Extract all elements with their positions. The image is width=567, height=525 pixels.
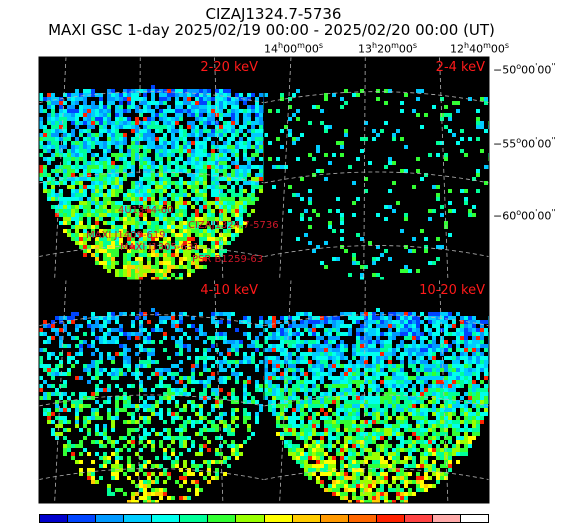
colorbar-swatch bbox=[264, 515, 293, 522]
map-panel bbox=[39, 280, 264, 503]
colorbar-swatch bbox=[404, 515, 433, 522]
colorbar-swatch bbox=[208, 515, 237, 522]
colorbar-swatch bbox=[376, 515, 405, 522]
colorbar-swatch bbox=[96, 515, 125, 522]
colorbar-swatch bbox=[320, 515, 349, 522]
ra-label-2: 13h20m00s bbox=[358, 41, 418, 56]
map-title: CIZAJ1324.7-5736 bbox=[205, 5, 342, 23]
map-panel bbox=[39, 57, 264, 280]
source-label-maxi-j1305: MAXI J1305-631 bbox=[120, 242, 200, 253]
ra-label-3: 12h40m00s bbox=[450, 41, 510, 56]
band-label-2-20: 2-20 keV bbox=[200, 60, 258, 75]
colorbar-swatch bbox=[348, 515, 377, 522]
dec-label-3: −60o00'00'' bbox=[493, 208, 556, 223]
source-labels: 4U1344-60 MAXI J1409-619 MAXI J1305-631 … bbox=[86, 205, 279, 265]
colorbar-swatch bbox=[124, 515, 153, 522]
map-panel bbox=[264, 280, 489, 503]
map-panel bbox=[264, 57, 489, 280]
dec-label-2: −55o00'00'' bbox=[493, 136, 556, 151]
source-label-psr-b1259: PSR B1259-63 bbox=[192, 254, 263, 265]
colorbar-swatch bbox=[292, 515, 321, 522]
colorbar-swatch bbox=[68, 515, 97, 522]
colorbar-swatch bbox=[40, 515, 69, 522]
source-label-maxi-j1409: MAXI J1409-619 bbox=[86, 230, 166, 241]
source-label-ciza: CIZAJ1324.7-5736 bbox=[188, 220, 279, 231]
band-label-4-10: 4-10 keV bbox=[200, 283, 258, 298]
colorbar-swatch bbox=[236, 515, 265, 522]
band-label-10-20: 10-20 keV bbox=[419, 283, 485, 298]
band-label-2-4: 2-4 keV bbox=[436, 60, 485, 75]
colorbar-swatch bbox=[460, 515, 488, 522]
colorbar-swatch bbox=[432, 515, 461, 522]
colorbar bbox=[39, 514, 489, 523]
colorbar-swatch bbox=[180, 515, 209, 522]
ra-label-1: 14h00m00s bbox=[264, 41, 324, 56]
dec-label-1: −50o00'00'' bbox=[493, 62, 556, 77]
map-subtitle: MAXI GSC 1-day 2025/02/19 00:00 - 2025/0… bbox=[48, 21, 495, 39]
source-label-4u1344: 4U1344-60 bbox=[118, 205, 173, 216]
colorbar-swatch bbox=[152, 515, 181, 522]
